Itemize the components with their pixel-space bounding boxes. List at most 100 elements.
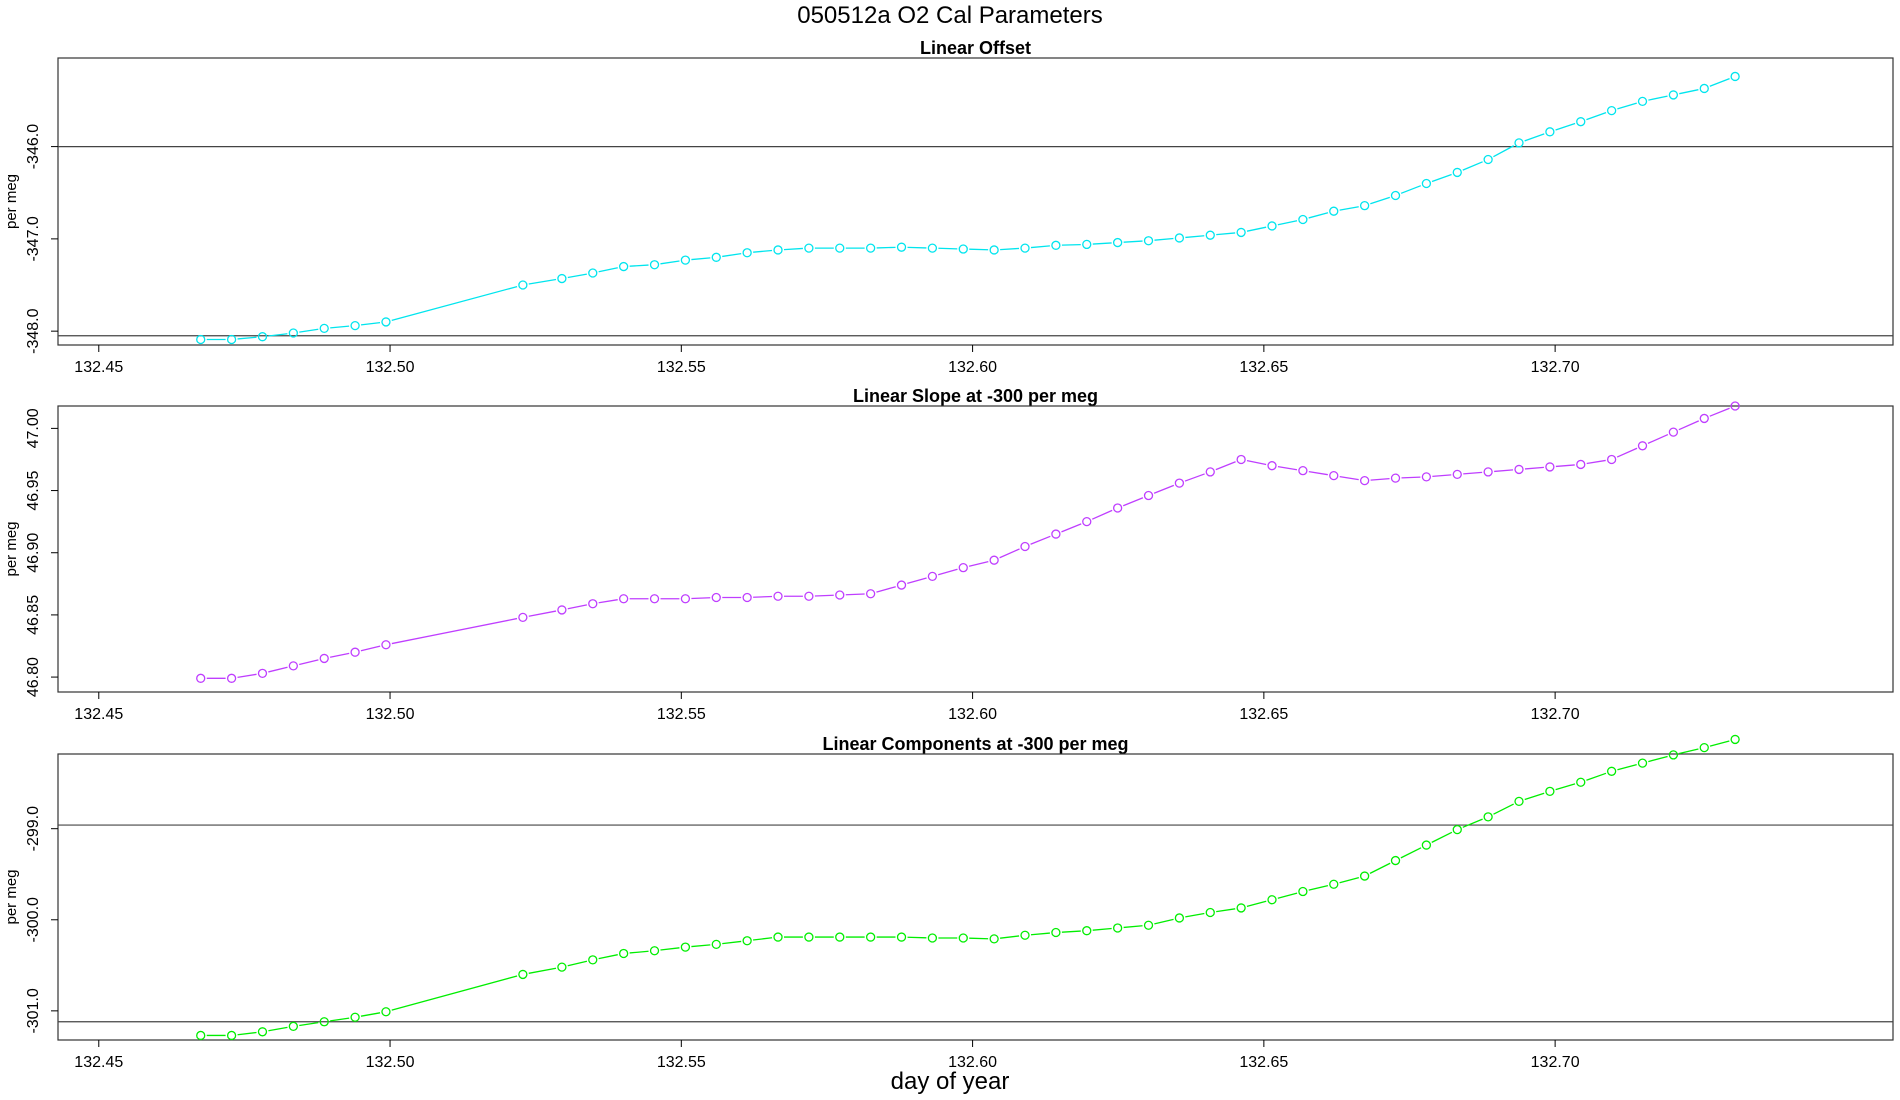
data-point [1606,454,1617,465]
series-line-segment [1400,847,1422,859]
series-line-segment [1308,470,1328,476]
series-line-segment [237,1031,257,1036]
data-point [989,245,999,255]
y-tick-label: -301.0 [25,988,42,1033]
data-point [649,260,660,270]
data-point [288,1021,298,1031]
series-line-segment [969,248,989,251]
series-line-segment [1061,930,1081,933]
data-point [1174,913,1185,923]
data-point [1545,786,1555,796]
y-axis-label: per meg [3,174,20,229]
data-point [381,640,391,650]
data-point [1421,840,1432,850]
data-point [649,946,660,956]
series-line-segment [1154,237,1174,241]
series-line-segment [753,595,773,598]
data-point [1699,742,1709,753]
series-line-segment [1339,475,1359,481]
panel-1: Linear Offset 132.45 132.50 132.55 132.60 132… [3,38,1894,376]
series-line-segment [1648,755,1668,763]
series-line-segment [1216,908,1236,913]
series-line-segment [1185,235,1205,239]
data-point [927,243,938,253]
data-point [927,571,938,582]
series-line-segment [1463,471,1483,475]
data-point [588,955,598,965]
data-point [773,591,783,601]
series-line-segment [1431,173,1452,183]
data-point [711,252,721,262]
series-line-segment [1617,764,1637,771]
series-line-segment [1494,469,1514,473]
data-point [557,605,567,615]
series-line-segment [1030,245,1050,249]
series-line-segment [1616,447,1638,458]
series-line-segment [1185,912,1205,918]
series-line-segment [1246,900,1267,908]
series-line-segment [528,967,557,974]
series-line-segment [1586,459,1606,465]
data-point [1020,243,1030,253]
series-line-segment [1277,465,1298,471]
data-point [557,962,567,972]
data-point [1298,214,1308,225]
y-tick-label: 46.85 [25,595,42,635]
series-line-segment [1370,477,1390,481]
data-point [1668,750,1679,760]
x-tick-label: 132.65 [1239,706,1288,723]
series-line-segment [268,1026,288,1032]
series-line-segment [999,548,1020,559]
series-line-segment [299,1022,319,1027]
data-point [196,673,206,683]
data-point [1730,401,1740,411]
data-point [989,934,999,944]
series-line-segment [1648,95,1668,101]
data-point [1298,886,1308,897]
x-tick-label: 132.60 [948,359,997,376]
x-tick-label: 132.65 [1239,1054,1288,1071]
data-point [319,323,329,334]
y-tick-label: -347.0 [25,216,42,261]
data-point [1329,879,1339,889]
data-point [835,590,845,600]
x-tick-label: 132.45 [74,1054,123,1071]
series-line-segment [391,975,518,1011]
data-point [1668,90,1679,100]
y-tick-label: 46.90 [25,533,42,573]
series-line-segment [660,260,680,265]
series-line-segment [268,666,288,673]
series-line-segment [360,645,381,652]
series-line-segment [1524,466,1544,470]
series-line-segment [1154,918,1174,925]
data-point [1576,459,1586,470]
data-point [226,334,237,345]
data-point [288,661,298,671]
y-tick-label: -299.0 [25,806,42,851]
series-line-segment [1431,831,1453,843]
series-line-segment [391,285,518,321]
data-point [711,939,721,950]
data-point [989,555,999,565]
data-point [1606,766,1617,776]
data-point [1637,441,1648,451]
data-point [1205,467,1215,477]
data-point [1452,824,1462,835]
series-line-segment [237,673,257,679]
data-point [618,594,629,604]
data-point [1483,812,1493,822]
data-point [618,261,629,272]
panel-title: Linear Slope at -300 per meg [853,386,1098,406]
data-point [1205,230,1215,240]
data-point [1174,478,1185,488]
data-point [1576,777,1586,787]
data-point [1143,920,1154,930]
figure-title: 050512a O2 Cal Parameters [797,2,1103,29]
series-line-segment [814,594,834,597]
series-line-segment [907,577,927,585]
data-point [1668,427,1679,437]
data-point [1421,472,1432,482]
series-line-segment [1308,884,1329,891]
data-point [350,1012,360,1022]
